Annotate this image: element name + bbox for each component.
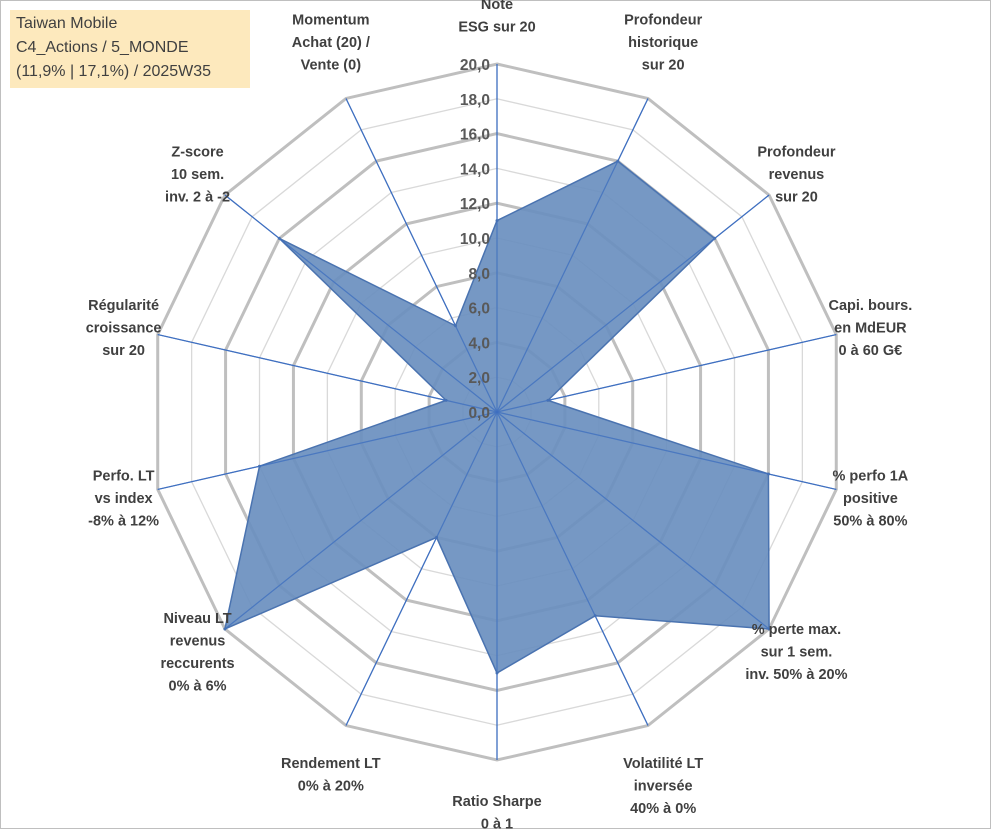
info-performance-week: (11,9% | 17,1%) / 2025W35 xyxy=(16,63,212,80)
tick-label: 2,0 xyxy=(468,370,490,387)
axis-spoke xyxy=(157,411,498,491)
radar-spokes-overlay xyxy=(157,64,837,760)
axis-spoke xyxy=(345,411,498,726)
axis-label: Z-score 10 sem. inv. 2 à -2 xyxy=(165,144,230,205)
tick-label: 10,0 xyxy=(460,231,490,248)
radar-tick-labels: 0,0 2,0 4,0 6,0 8,0 10,0 12,0 14,0 16,0 18,0 20,0 xyxy=(460,57,490,422)
axis-spoke xyxy=(345,98,498,413)
axis-label: Perfo. LT vs index -8% à 12% xyxy=(88,468,159,529)
info-category: C4_Actions / 5_MONDE xyxy=(16,39,189,56)
tick-label: 16,0 xyxy=(460,127,490,144)
tick-label: 18,0 xyxy=(460,92,490,109)
radar-axis-labels: Note ESG sur 20 Profondeur historique sur 20… xyxy=(86,0,913,829)
tick-label: 6,0 xyxy=(468,301,490,318)
axis-spoke xyxy=(224,411,498,630)
tick-label: 4,0 xyxy=(468,335,490,352)
axis-spoke xyxy=(496,194,770,413)
axis-label: % perfo 1A positive 50% à 80% xyxy=(833,468,909,529)
tick-label: 12,0 xyxy=(460,196,490,213)
info-company-name: Taiwan Mobile xyxy=(16,15,118,32)
axis-spoke xyxy=(496,411,770,630)
axis-label: Rendement LT 0% à 20% xyxy=(281,756,381,795)
axis-spoke xyxy=(496,98,649,413)
tick-label: 8,0 xyxy=(468,266,490,283)
axis-spoke xyxy=(496,411,649,726)
axis-label: Volatilité LT inversée 40% à 0% xyxy=(623,756,703,817)
axis-spoke xyxy=(496,333,837,413)
axis-label: Ratio Sharpe 0 à 1 xyxy=(452,794,541,829)
axis-spoke xyxy=(496,411,837,491)
axis-label: % perte max. sur 1 sem. inv. 50% à 20% xyxy=(745,622,847,683)
axis-label: Momentum Achat (20) / Vente (0) xyxy=(292,12,370,73)
axis-spoke xyxy=(224,194,498,413)
axis-label: Régularité croissance sur 20 xyxy=(86,298,162,359)
tick-label: 14,0 xyxy=(460,161,490,178)
axis-label: Profondeur revenus sur 20 xyxy=(757,144,835,205)
axis-label: Profondeur historique sur 20 xyxy=(624,12,702,73)
axis-label: Niveau LT revenus reccurents 0% à 6% xyxy=(160,611,234,695)
info-box: Taiwan Mobile C4_Actions / 5_MONDE (11,9… xyxy=(10,10,250,88)
tick-label: 0,0 xyxy=(468,405,490,422)
axis-label: Capi. bours. en MdEUR 0 à 60 G€ xyxy=(828,298,912,359)
axis-label: Note ESG sur 20 xyxy=(458,0,535,36)
axis-spoke xyxy=(157,333,498,413)
tick-label: 20,0 xyxy=(460,57,490,74)
